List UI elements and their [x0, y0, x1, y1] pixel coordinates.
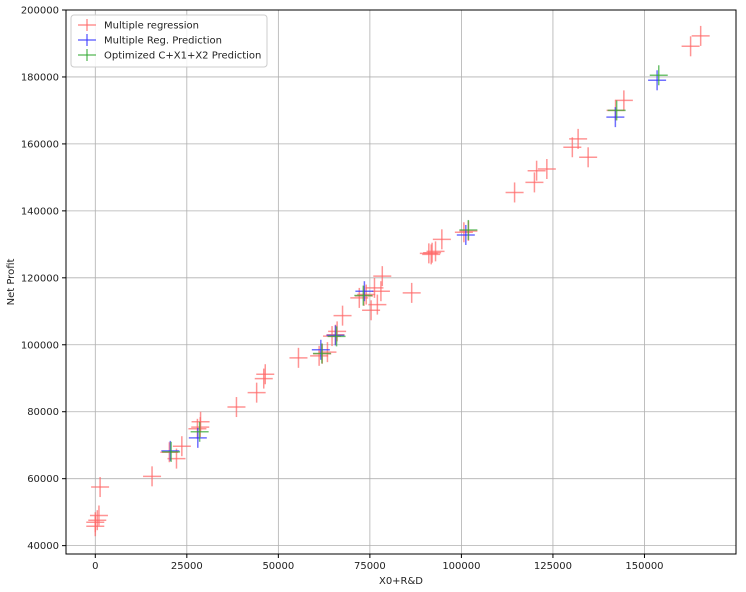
data-point — [563, 137, 582, 158]
legend-item: Optimized C+X1+X2 Prediction — [78, 49, 261, 62]
data-point — [91, 477, 110, 498]
x-tick-label: 25000 — [171, 561, 203, 572]
data-point — [162, 441, 181, 462]
data-point — [310, 345, 329, 366]
plot-frame — [65, 9, 737, 555]
data-point — [454, 222, 473, 243]
legend-item: Multiple Reg. Prediction — [78, 34, 222, 47]
x-tick-label: 0 — [92, 561, 98, 572]
data-point — [681, 36, 700, 57]
y-tick-label: 120000 — [21, 273, 59, 284]
data-point — [227, 397, 246, 418]
data-point — [459, 219, 478, 240]
x-tick-label: 50000 — [262, 561, 294, 572]
legend-box — [70, 14, 268, 68]
data-point — [247, 382, 266, 403]
data-point — [456, 224, 475, 245]
data-point — [333, 305, 352, 326]
grid-lines — [66, 9, 736, 554]
data-point — [525, 172, 544, 193]
data-point — [579, 147, 598, 168]
data-point — [289, 347, 308, 368]
data-point — [143, 466, 162, 487]
legend: Multiple regression Multiple Reg. Predict… — [70, 14, 268, 68]
y-tick-label: 140000 — [21, 206, 59, 217]
y-axis-label: Net Profit — [6, 259, 17, 306]
legend-label: Optimized C+X1+X2 Prediction — [104, 51, 261, 62]
data-point — [190, 421, 209, 442]
data-point — [256, 364, 275, 385]
data-point — [311, 339, 330, 360]
legend-item: Multiple regression — [78, 19, 199, 32]
data-point — [88, 510, 107, 531]
data-point — [188, 427, 207, 448]
data-point — [527, 160, 546, 181]
data-point — [326, 325, 345, 346]
y-tick-label: 200000 — [21, 6, 59, 17]
legend-label: Multiple regression — [104, 21, 199, 32]
data-point — [649, 65, 668, 86]
legend-label: Multiple Reg. Prediction — [104, 36, 222, 47]
y-tick-label: 160000 — [21, 139, 59, 150]
data-point — [373, 266, 392, 287]
data-point — [537, 159, 556, 180]
data-point — [505, 182, 524, 203]
legend-marker — [78, 19, 96, 31]
data-point — [354, 285, 373, 306]
data-point — [419, 243, 438, 264]
x-axis-label: X0+R&D — [379, 576, 423, 587]
data-points — [86, 25, 710, 537]
data-point — [355, 281, 374, 302]
data-point — [357, 284, 376, 305]
x-tick-label: 125000 — [534, 561, 572, 572]
data-point — [172, 436, 191, 457]
data-point — [86, 516, 105, 537]
x-tick-label: 100000 — [442, 561, 480, 572]
y-tick-label: 80000 — [27, 407, 59, 418]
y-tick-label: 180000 — [21, 72, 59, 83]
data-point — [422, 244, 441, 265]
data-point — [607, 100, 626, 121]
data-point — [614, 90, 633, 111]
legend-marker — [78, 49, 96, 61]
y-tick-label: 100000 — [21, 340, 59, 351]
axis-ticks: 0 25000 50000 75000 100000 125000 150000 40000 6… — [21, 6, 664, 573]
data-point — [691, 25, 710, 46]
x-tick-label: 150000 — [625, 561, 663, 572]
data-point — [312, 343, 331, 364]
y-tick-label: 40000 — [27, 541, 59, 552]
series-3 — [162, 65, 668, 462]
data-point — [327, 326, 346, 347]
x-tick-label: 75000 — [354, 561, 386, 572]
data-point — [432, 229, 451, 250]
data-point — [362, 300, 381, 321]
data-point — [648, 70, 667, 91]
y-tick-label: 60000 — [27, 474, 59, 485]
data-point — [402, 282, 421, 303]
legend-marker — [78, 34, 96, 46]
data-point — [254, 368, 273, 389]
